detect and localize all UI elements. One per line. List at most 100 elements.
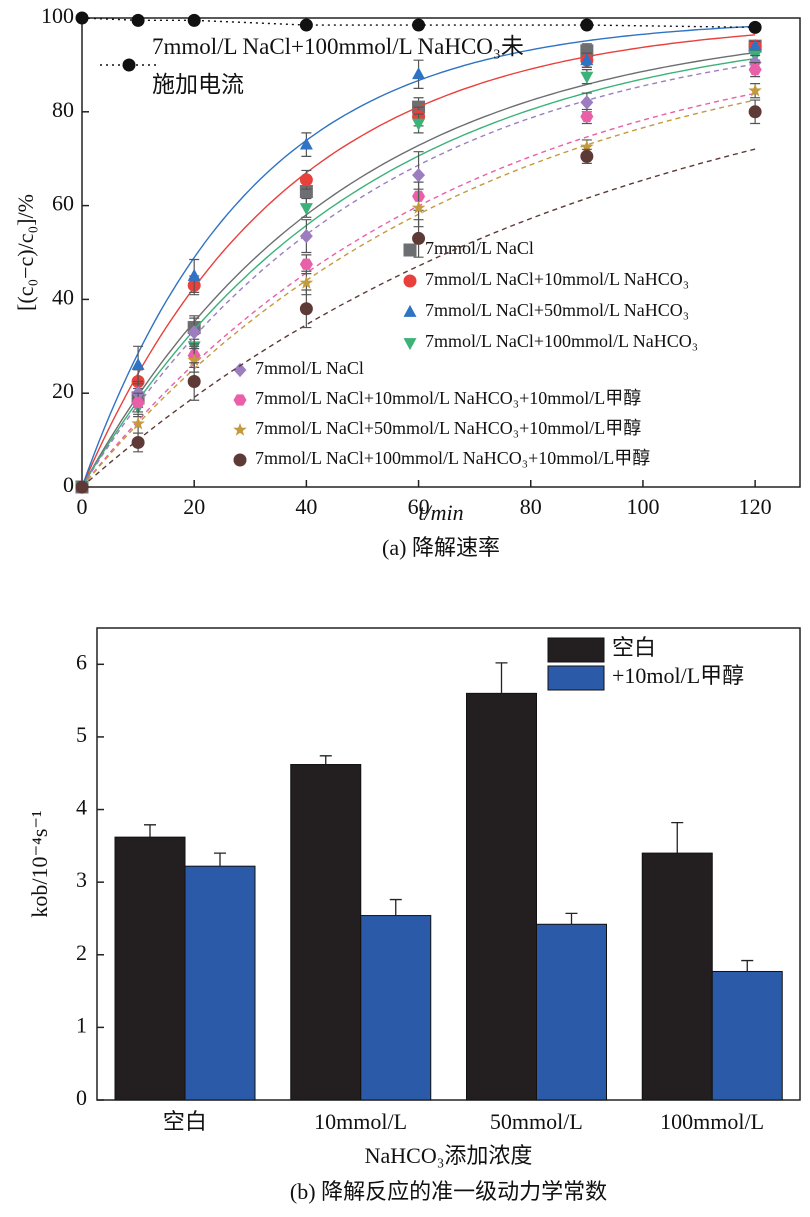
legend-label: 7mmol/L NaCl+50mmol/L NaHCO₃ [425, 300, 689, 320]
y-tick-label: 20 [52, 378, 74, 403]
y-tick-label: 40 [52, 284, 74, 309]
marker [187, 13, 201, 27]
y-tick-label: 4 [76, 795, 87, 820]
legend-label: 7mmol/L NaCl [425, 238, 534, 258]
marker [131, 357, 145, 370]
marker [580, 44, 594, 58]
caption: (b) 降解反应的准一级动力学常数 [290, 1179, 607, 1204]
error-bar [214, 852, 226, 867]
x-axis-label: t/min [418, 500, 463, 525]
marker [75, 11, 89, 25]
y-axis-label: [(c₀−c)/c₀]/% [13, 194, 38, 311]
marker [299, 18, 313, 32]
x-axis-label: NaHCO₃添加浓度 [365, 1143, 533, 1168]
y-tick-label: 3 [76, 867, 87, 892]
legend-label: 7mmol/L NaCl+10mmol/L NaHCO₃+10mmol/L甲醇 [255, 388, 641, 408]
bar [360, 915, 432, 1101]
marker [412, 231, 426, 245]
marker [299, 275, 314, 289]
error-bar [319, 755, 332, 765]
x-tick-label: 80 [520, 494, 542, 519]
marker [403, 274, 417, 288]
x-tick-label: 20 [183, 494, 205, 519]
x-tick-label: 100mmol/L [660, 1109, 764, 1134]
error-bar [741, 959, 754, 972]
x-tick-label: 10mmol/L [314, 1109, 407, 1134]
caption: (a) 降解速率 [382, 535, 500, 560]
x-tick-label: 50mmol/L [490, 1109, 583, 1134]
error-bar [144, 824, 156, 838]
marker [131, 396, 145, 409]
legend-label: +10mol/L甲醇 [612, 663, 744, 688]
marker [580, 139, 594, 153]
y-tick-label: 6 [76, 649, 87, 674]
marker [233, 422, 247, 436]
y-tick-label: 100 [41, 3, 74, 28]
legend-label: 空白 [612, 635, 656, 660]
marker [187, 374, 201, 388]
y-tick-label: 1 [76, 1012, 87, 1037]
legend-label: 7mmol/L NaCl [255, 358, 364, 378]
marker [411, 200, 426, 214]
bar [711, 970, 783, 1101]
marker [187, 353, 201, 367]
x-tick-label: 100 [626, 494, 659, 519]
bar [536, 923, 607, 1101]
y-tick-label: 0 [76, 1085, 87, 1110]
marker [412, 67, 426, 80]
legend-swatch [547, 665, 605, 691]
marker [580, 95, 594, 110]
legend-label: 7mmol/L NaCl+100mmol/L NaHCO₃+10mmol/L甲醇 [255, 448, 650, 468]
bar [184, 865, 256, 1101]
marker [580, 18, 594, 32]
marker [299, 137, 313, 150]
error-bar [389, 898, 402, 916]
y-tick-label: 0 [63, 472, 74, 497]
x-tick-label: 60 [408, 494, 430, 519]
marker [299, 185, 313, 199]
y-tick-label: 2 [76, 940, 87, 965]
bar [290, 764, 362, 1101]
bar [466, 692, 537, 1101]
marker [580, 149, 594, 163]
marker [299, 228, 313, 244]
marker [233, 453, 247, 467]
x-tick-label: 120 [739, 494, 772, 519]
marker [580, 71, 594, 84]
x-tick-label: 0 [77, 494, 88, 519]
legend-swatch [547, 637, 605, 663]
error-bar [495, 662, 508, 694]
marker [580, 110, 594, 123]
plot-frame [81, 17, 801, 488]
marker [748, 105, 762, 119]
plot-frame [96, 627, 801, 1101]
marker [748, 20, 762, 34]
y-tick-label: 80 [52, 97, 74, 122]
marker [748, 63, 762, 76]
marker [233, 394, 247, 406]
y-tick-label: 60 [52, 191, 74, 216]
bar [114, 836, 186, 1101]
x-tick-label: 40 [295, 494, 317, 519]
marker [122, 58, 136, 72]
error-bar [671, 821, 684, 854]
marker [403, 304, 417, 317]
marker [748, 83, 762, 97]
marker [299, 258, 313, 270]
marker [412, 118, 426, 131]
marker [75, 480, 89, 494]
bar [641, 852, 713, 1101]
marker [187, 268, 201, 281]
legend-note: 7mmol/L NaCl+100mmol/L NaHCO₃未施加电流 [152, 34, 524, 97]
marker [131, 416, 145, 430]
legend-label: 7mmol/L NaCl+50mmol/L NaHCO₃+10mmol/L甲醇 [255, 418, 641, 438]
marker [580, 53, 594, 66]
marker [131, 435, 145, 449]
y-tick-label: 5 [76, 722, 87, 747]
marker [412, 18, 426, 32]
error-bar [565, 912, 578, 925]
marker [187, 325, 201, 340]
legend-label: 7mmol/L NaCl+10mmol/L NaHCO₃ [425, 269, 689, 289]
marker [412, 167, 426, 183]
